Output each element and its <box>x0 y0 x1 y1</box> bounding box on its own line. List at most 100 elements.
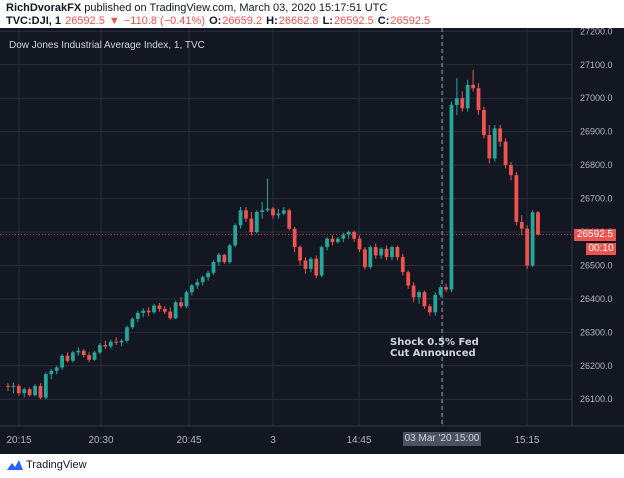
high-value: 26662.8 <box>278 15 319 27</box>
y-tick-label: 26300.0 <box>580 327 613 337</box>
candle-body <box>152 305 156 313</box>
candle-body <box>514 175 519 222</box>
chart-title: Dow Jones Industrial Average Index, 1, T… <box>9 40 205 51</box>
y-tick-label: 26100.0 <box>580 394 613 404</box>
candle-body <box>314 258 319 276</box>
candle-body <box>357 238 362 250</box>
candle-body <box>260 210 265 212</box>
candle-body <box>179 302 183 307</box>
candle-body <box>482 109 486 136</box>
candle-body <box>319 247 324 276</box>
candle-body <box>233 225 238 246</box>
candle-body <box>411 285 416 298</box>
candle-body <box>227 245 232 263</box>
candle-body <box>433 294 438 313</box>
candle-body <box>519 221 524 229</box>
x-tick-label: 15:15 <box>514 435 539 446</box>
candle-body <box>368 247 373 268</box>
candle-body <box>471 84 475 89</box>
candle-body <box>254 211 259 233</box>
candle-body <box>6 385 10 387</box>
candle-body <box>141 310 146 313</box>
candle-body <box>65 355 70 361</box>
last-price: 26592.5 <box>65 15 105 27</box>
candle-body <box>460 98 465 109</box>
x-tick-label: 3 <box>270 435 276 446</box>
candle-body <box>308 258 313 269</box>
candle-body <box>487 135 492 159</box>
candle-body <box>249 218 254 233</box>
close-label: C: <box>377 15 390 27</box>
candle-body <box>281 210 286 214</box>
candle-body <box>114 341 119 343</box>
candle-body <box>189 285 194 293</box>
candle-body <box>60 355 64 368</box>
candle-body <box>119 340 124 343</box>
y-tick-label: 27100.0 <box>580 60 613 70</box>
y-tick-label: 26500.0 <box>580 260 613 270</box>
y-tick-label: 27000.0 <box>580 93 613 103</box>
tradingview-brand[interactable]: TradingView <box>26 459 87 471</box>
candle-body <box>373 247 378 256</box>
candle-body <box>525 228 530 266</box>
candle-body <box>54 367 59 371</box>
candlestick-chart[interactable]: 27200.0 27100.0 27000.0 26900.0 26800.0 26700… <box>0 28 624 454</box>
candle-body <box>195 282 200 286</box>
candle-body <box>168 311 173 319</box>
price-change: −110.8 (−0.41%) <box>123 15 205 27</box>
candle-body <box>346 232 351 235</box>
fed-cut-annotation: Shock 0.5% Fed Cut Announced <box>390 337 479 359</box>
footer: TradingView <box>0 454 624 478</box>
candle-body <box>298 247 302 261</box>
candle-body <box>130 318 135 328</box>
candle-body <box>98 345 102 353</box>
candle-body <box>87 355 92 360</box>
candle-body <box>76 350 81 353</box>
candle-body <box>352 232 357 239</box>
candle-body <box>92 352 97 360</box>
candle-body <box>49 370 54 375</box>
crosshair-time-label: 03 Mar '20 15:00 <box>403 432 481 446</box>
ohlc-legend: TVC:DJI, 1 26592.5 ▼ −110.8 (−0.41%) O:2… <box>6 15 431 27</box>
tradingview-logo-icon[interactable] <box>6 457 24 473</box>
publish-header: RichDvorakFX published on TradingView.co… <box>0 0 624 28</box>
candle-body <box>509 165 513 176</box>
y-tick-label: 27200.0 <box>580 28 613 36</box>
candle-body <box>135 312 140 319</box>
x-tick-label: 20:30 <box>88 435 113 446</box>
candle-body <box>438 287 443 295</box>
candle-body <box>276 213 281 216</box>
candle-body <box>287 210 292 229</box>
candle-body <box>43 374 48 398</box>
candle-body <box>125 327 129 341</box>
candle-body <box>265 208 270 211</box>
candle-body <box>71 352 75 361</box>
candle-body <box>363 249 367 268</box>
publish-info: RichDvorakFX published on TradingView.co… <box>6 2 387 14</box>
candle-body <box>16 385 21 394</box>
annotation-line-2: Cut Announced <box>390 348 476 359</box>
candle-body <box>217 254 221 263</box>
candle-body <box>427 306 432 313</box>
low-label: L: <box>322 15 333 27</box>
y-tick-label: 26800.0 <box>580 160 613 170</box>
candle-body <box>330 238 335 243</box>
candle-body <box>303 260 308 269</box>
author-name[interactable]: RichDvorakFX <box>6 2 82 14</box>
candle-body <box>11 385 16 387</box>
candle-body <box>206 272 210 278</box>
x-tick-label: 20:15 <box>6 435 31 446</box>
candle-body <box>157 305 162 309</box>
candle-body <box>400 257 405 273</box>
x-tick-label: 20:45 <box>176 435 201 446</box>
candle-body <box>184 292 189 307</box>
candle-body <box>244 210 248 219</box>
close-value: 26592.5 <box>390 15 431 27</box>
high-label: H: <box>266 15 278 27</box>
candle-body <box>336 238 340 243</box>
last-price-tag: 26592.5 <box>574 229 616 241</box>
x-tick-label: 14:45 <box>346 435 371 446</box>
publish-date: published on TradingView.com, March 03, … <box>81 2 388 14</box>
candle-body <box>384 248 389 258</box>
candle-body <box>454 98 459 105</box>
